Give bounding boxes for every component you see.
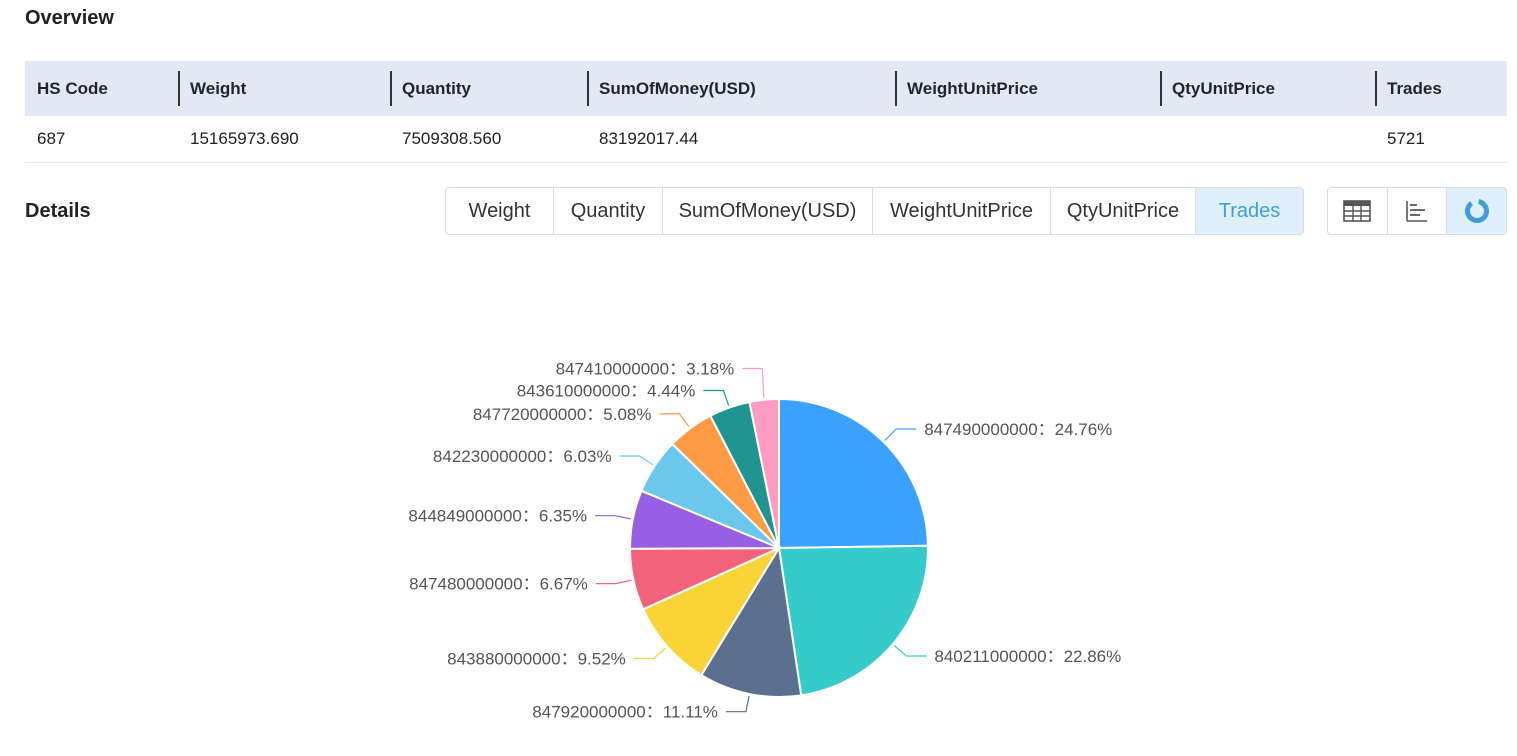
pie-slice[interactable] (777, 544, 929, 697)
cell-sum-of-money: 83192017.44 (599, 129, 699, 148)
tab-quantity[interactable]: Quantity (554, 188, 663, 234)
pie-slice[interactable] (699, 545, 803, 698)
metric-tabs: Weight Quantity SumOfMoney(USD) WeightUn… (445, 187, 1304, 235)
pie-chart-icon (1464, 199, 1489, 223)
pie-slice[interactable] (778, 397, 929, 550)
table-icon (1343, 200, 1372, 222)
column-header-trades: Trades (1375, 61, 1507, 116)
pie-leader-line (595, 515, 631, 520)
pie-label: 842230000000：6.03% (433, 447, 612, 466)
column-header-weight-unit-price: WeightUnitPrice (895, 61, 1160, 116)
cell-qty-unit-price (1160, 116, 1375, 162)
pie-label: 840211000000：22.86% (934, 647, 1121, 666)
pie-leader-line (742, 367, 765, 398)
pie-chart-view-button[interactable] (1447, 188, 1506, 234)
overview-table: HS Code Weight Quantity SumOfMoney(USD) … (25, 61, 1507, 163)
pie-label: 847490000000：24.76% (924, 420, 1112, 439)
cell-trades: 5721 (1387, 129, 1425, 148)
tab-weight-unit-price[interactable]: WeightUnitPrice (873, 188, 1051, 234)
overview-title: Overview (25, 7, 114, 29)
column-header-weight: Weight (178, 61, 390, 116)
tab-qty-unit-price[interactable]: QtyUnitPrice (1051, 188, 1196, 234)
column-header-sum-of-money: SumOfMoney(USD) (587, 61, 895, 116)
pie-label: 843880000000：9.52% (447, 650, 626, 669)
pie-leader-line (893, 645, 927, 657)
pie-label: 847720000000：5.08% (473, 405, 652, 424)
pie-label: 844849000000：6.35% (408, 507, 587, 526)
pie-label: 847410000000：3.18% (556, 360, 735, 379)
pie-label: 847480000000：6.67% (409, 575, 588, 594)
column-header-quantity: Quantity (390, 61, 587, 116)
cell-hs-code: 687 (37, 129, 66, 148)
pie-leader-line (619, 455, 654, 466)
cell-weight-unit-price (895, 116, 1160, 162)
pie-chart: 847490000000：24.76% 840211000000：22.86% 84… (408, 360, 1121, 722)
pie-slice[interactable] (748, 397, 780, 549)
tab-weight[interactable]: Weight (446, 188, 554, 234)
column-header-qty-unit-price: QtyUnitPrice (1160, 61, 1375, 116)
pie-label: 843610000000：4.44% (517, 382, 696, 401)
pie-leader-line (633, 647, 667, 660)
table-row: 687 15165973.690 7509308.560 83192017.44… (25, 116, 1507, 163)
pie-slice[interactable] (641, 545, 782, 677)
pie-leader-line (725, 695, 750, 713)
pie-label: 847920000000：11.11% (532, 703, 718, 722)
pie-leader-line (659, 413, 690, 428)
tab-sum-of-money[interactable]: SumOfMoney(USD) (663, 188, 873, 234)
overview-table-header: HS Code Weight Quantity SumOfMoney(USD) … (25, 61, 1507, 116)
bar-chart-icon (1406, 201, 1427, 222)
cell-weight: 15165973.690 (190, 129, 299, 148)
details-title: Details (25, 200, 91, 222)
pie-leader-line (703, 389, 730, 406)
column-header-hs-code: HS Code (37, 78, 108, 98)
tab-trades[interactable]: Trades (1196, 188, 1303, 234)
bar-chart-view-button[interactable] (1387, 188, 1448, 234)
pie-leader-line (884, 428, 917, 441)
view-toggle (1327, 187, 1507, 235)
table-view-button[interactable] (1328, 188, 1388, 234)
pie-leader-line (595, 579, 632, 585)
cell-quantity: 7509308.560 (402, 129, 502, 148)
